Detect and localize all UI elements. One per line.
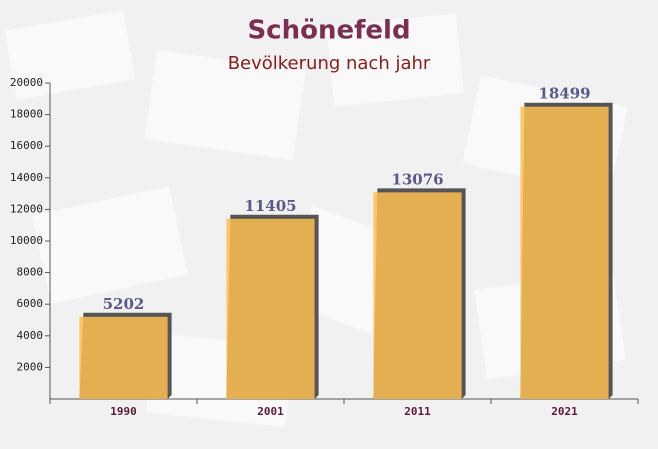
- chart-title: Schönefeld: [247, 16, 410, 46]
- bar: [373, 192, 462, 399]
- y-tick-label: 12000: [10, 202, 43, 215]
- x-tick-label: 2011: [404, 405, 431, 418]
- y-tick-label: 10000: [10, 234, 43, 247]
- x-tick-label: 1990: [110, 405, 137, 418]
- y-tick-label: 18000: [10, 108, 43, 121]
- chart-subtitle: Bevölkerung nach jahr: [228, 53, 431, 74]
- y-tick-label: 14000: [10, 171, 43, 184]
- bar: [226, 218, 315, 399]
- y-tick-label: 8000: [17, 266, 44, 279]
- value-label: 5202: [103, 295, 145, 313]
- y-tick-label: 2000: [17, 360, 44, 373]
- bar: [520, 106, 609, 400]
- y-tick-label: 4000: [17, 329, 44, 342]
- x-tick-label: 2021: [551, 405, 578, 418]
- value-label: 13076: [391, 170, 443, 188]
- bar: [79, 316, 168, 399]
- value-label: 18499: [538, 85, 590, 103]
- y-tick-label: 6000: [17, 297, 44, 310]
- y-tick-label: 16000: [10, 139, 43, 152]
- y-tick-label: 20000: [10, 76, 43, 89]
- value-label: 11405: [244, 197, 296, 215]
- x-tick-label: 2001: [257, 405, 284, 418]
